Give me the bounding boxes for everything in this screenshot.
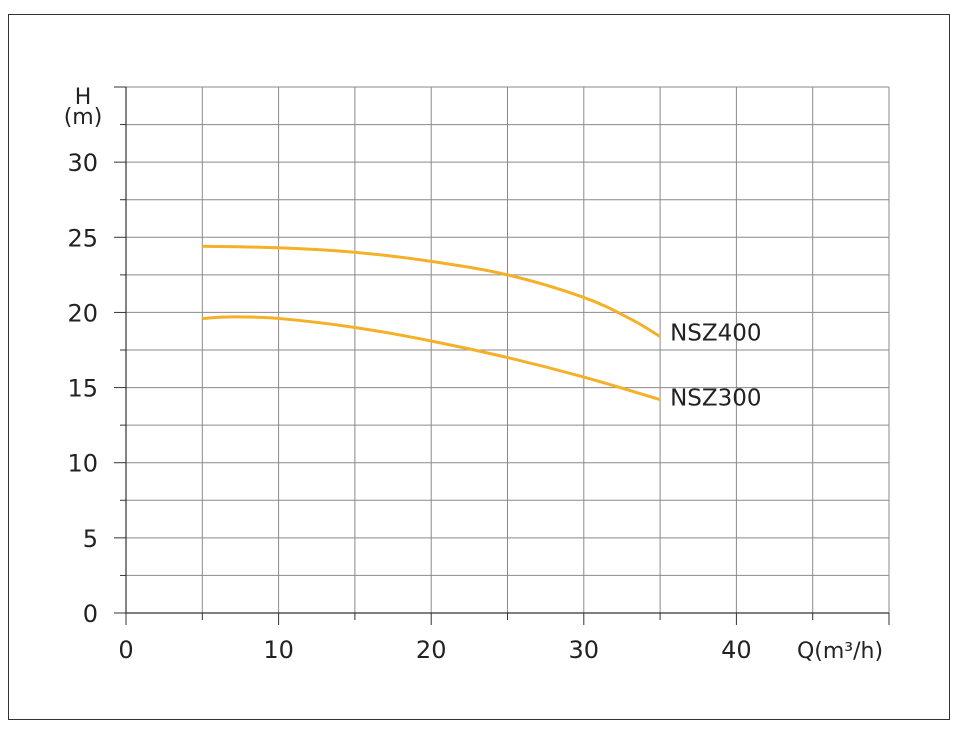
series-label-nsz300: NSZ300 bbox=[670, 386, 761, 412]
y-tick-label: 10 bbox=[67, 450, 98, 478]
x-tick-label: 20 bbox=[416, 636, 447, 664]
series-line-nsz300 bbox=[202, 315, 661, 402]
y-tick-label: 25 bbox=[67, 224, 98, 252]
series-group bbox=[202, 244, 661, 402]
y-axis-unit: (m) bbox=[64, 105, 103, 130]
series-label-nsz400: NSZ400 bbox=[670, 320, 761, 346]
series-line-nsz400 bbox=[202, 244, 661, 338]
y-axis-title: H bbox=[75, 85, 92, 110]
x-tick-label: 10 bbox=[263, 636, 294, 664]
axes bbox=[114, 86, 890, 625]
x-tick-label: 40 bbox=[721, 636, 752, 664]
x-tick-label: 30 bbox=[569, 636, 600, 664]
labels-group: 0 5 10 15 20 25 30 0 10 20 30 40 NSZ400 NSZ300 bbox=[67, 149, 761, 664]
x-tick-label: 0 bbox=[118, 636, 133, 664]
y-tick-label: 15 bbox=[67, 375, 98, 403]
grid bbox=[126, 86, 890, 613]
x-axis-title: Q(m³/h) bbox=[797, 639, 883, 664]
y-tick-label: 20 bbox=[67, 299, 98, 327]
y-tick-label: 30 bbox=[67, 149, 98, 177]
y-tick-label: 5 bbox=[83, 525, 98, 553]
chart-frame bbox=[8, 14, 950, 720]
y-tick-label: 0 bbox=[83, 600, 98, 628]
